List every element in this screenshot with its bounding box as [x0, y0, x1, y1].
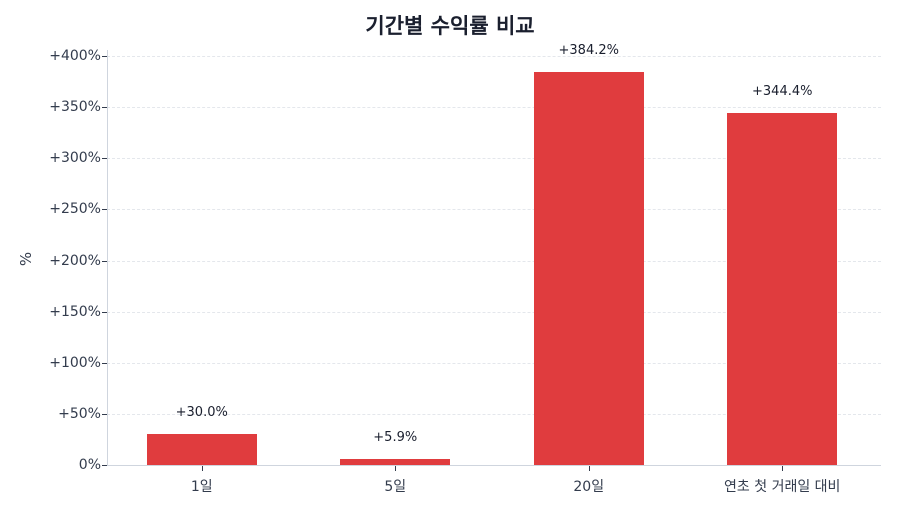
chart-title: 기간별 수익률 비교 [365, 14, 535, 38]
y-tick-mark [102, 107, 107, 109]
bar-value-label: +344.4% [752, 83, 813, 99]
grid-line [107, 209, 881, 211]
bar [340, 458, 451, 465]
y-tick-label: +250% [49, 201, 101, 218]
y-tick-mark [102, 209, 107, 211]
bar-value-label: +30.0% [175, 405, 228, 421]
bar [533, 72, 644, 465]
x-axis-line [107, 465, 881, 466]
y-tick-mark [102, 260, 107, 262]
y-tick-label: +100% [49, 354, 101, 371]
x-tick-mark [782, 466, 784, 471]
bar [727, 112, 838, 465]
grid-line [107, 413, 881, 415]
grid-line [107, 107, 881, 109]
y-tick-mark [102, 465, 107, 466]
y-tick-label: 0% [78, 457, 101, 473]
y-axis-line [107, 50, 108, 466]
x-tick-mark [588, 466, 590, 471]
x-tick-mark [201, 466, 203, 471]
y-tick-mark [102, 158, 107, 160]
grid-line [107, 158, 881, 160]
x-tick-label: 연초 첫 거래일 대비 [724, 479, 841, 495]
y-tick-mark [102, 56, 107, 57]
grid-line [107, 311, 881, 313]
y-tick-label: +350% [49, 99, 101, 116]
y-tick-label: +50% [58, 405, 101, 422]
x-tick-label: 5일 [384, 479, 407, 495]
y-tick-mark [102, 362, 107, 364]
grid-line [107, 56, 881, 57]
y-tick-mark [102, 311, 107, 313]
grid-line [107, 362, 881, 364]
bar-value-label: +5.9% [373, 429, 418, 445]
plot-area [107, 56, 881, 465]
bar-value-label: +384.2% [558, 43, 619, 59]
x-tick-label: 20일 [573, 479, 605, 495]
y-tick-label: +300% [49, 150, 101, 167]
y-tick-label: +400% [49, 48, 101, 64]
x-tick-label: 1일 [190, 479, 213, 495]
x-tick-mark [395, 466, 397, 471]
y-tick-label: +150% [49, 303, 101, 320]
bar [146, 434, 257, 465]
y-tick-mark [102, 413, 107, 415]
grid-line [107, 260, 881, 262]
y-tick-label: +200% [49, 252, 101, 269]
